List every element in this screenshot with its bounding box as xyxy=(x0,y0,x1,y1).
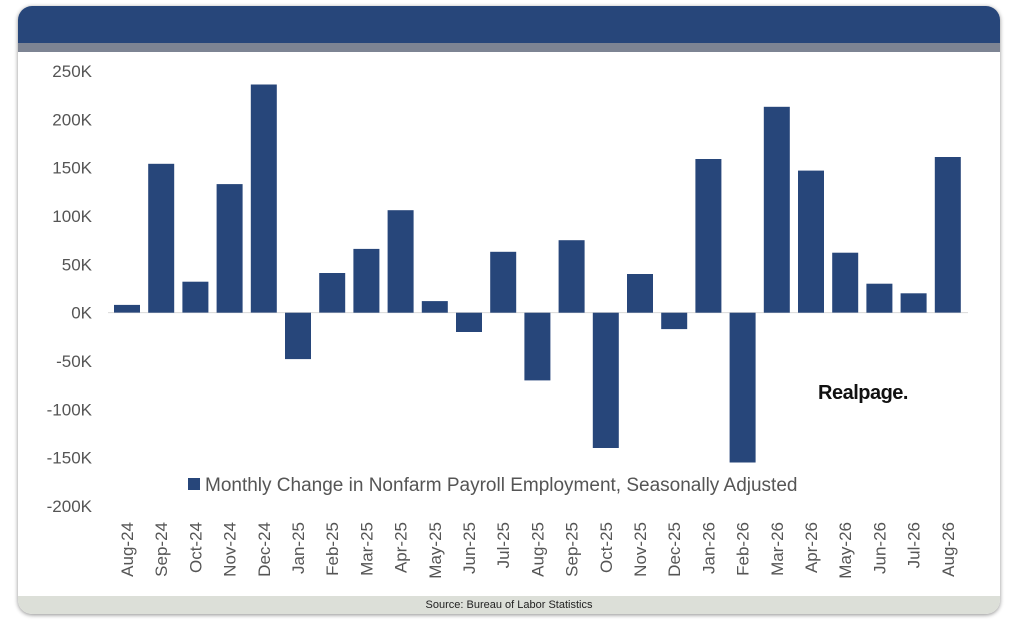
x-tick-label: May-25 xyxy=(426,522,445,579)
bar xyxy=(798,170,824,313)
bars xyxy=(114,84,961,463)
source-note: Source: Bureau of Labor Statistics xyxy=(425,599,593,611)
bar xyxy=(558,240,585,313)
x-tick-label: Oct-24 xyxy=(186,522,205,573)
y-tick-label: -100K xyxy=(47,400,93,419)
bar xyxy=(592,312,619,448)
bar xyxy=(456,312,482,332)
x-tick-label: Jun-26 xyxy=(870,522,889,574)
bar xyxy=(250,84,277,313)
bar xyxy=(216,184,243,313)
bar xyxy=(763,106,790,313)
bar xyxy=(695,159,722,313)
bar xyxy=(490,251,517,313)
x-axis-ticks: Aug-24 Sep-24 Oct-24 Nov-24 Dec-24 Jan-25 Feb-… xyxy=(118,522,958,579)
x-tick-label: Feb-26 xyxy=(734,522,753,576)
legend: Monthly Change in Nonfarm Payroll Employ… xyxy=(188,475,797,496)
header-band xyxy=(18,6,1000,43)
bar xyxy=(114,304,140,313)
bar xyxy=(832,252,859,313)
bar xyxy=(524,312,551,381)
y-axis-ticks: 250K 200K 150K 100K 50K 0K -50K -100K -150K -200K xyxy=(47,62,93,516)
y-tick-label: 200K xyxy=(52,110,92,129)
y-tick-label: 150K xyxy=(52,159,92,178)
bar xyxy=(319,273,346,313)
bar xyxy=(661,312,688,330)
x-tick-label: Mar-26 xyxy=(768,522,787,576)
bar xyxy=(421,301,448,313)
y-tick-label: 100K xyxy=(52,207,92,226)
x-tick-label: Apr-25 xyxy=(392,522,411,573)
legend-swatch xyxy=(188,478,200,490)
x-tick-label: Nov-24 xyxy=(221,522,240,577)
y-tick-label: 50K xyxy=(62,255,93,274)
x-tick-label: Aug-26 xyxy=(939,522,958,577)
bar xyxy=(285,312,311,360)
bar xyxy=(353,248,380,313)
x-tick-label: Oct-25 xyxy=(597,522,616,573)
bar xyxy=(934,157,961,313)
bar xyxy=(387,210,414,313)
x-tick-label: Feb-25 xyxy=(323,522,342,576)
footer-band: Source: Bureau of Labor Statistics xyxy=(18,596,1000,614)
x-tick-label: May-26 xyxy=(836,522,855,579)
x-tick-label: Dec-25 xyxy=(665,522,684,577)
x-tick-label: Jul-25 xyxy=(494,522,513,568)
header-stripe xyxy=(18,43,1000,52)
y-tick-label: 0K xyxy=(71,304,92,323)
x-tick-label: Aug-24 xyxy=(118,522,137,577)
bar xyxy=(148,163,175,313)
bar xyxy=(866,283,893,313)
chart-card: 250K 200K 150K 100K 50K 0K -50K -100K -150K -200K… xyxy=(18,6,1000,614)
x-tick-label: Jan-26 xyxy=(699,522,718,574)
x-tick-label: Sep-25 xyxy=(563,522,582,577)
y-tick-label: -150K xyxy=(47,449,93,468)
y-tick-label: -50K xyxy=(56,352,93,371)
x-tick-label: Sep-24 xyxy=(152,522,171,577)
realpage-logo: Realpage. xyxy=(818,382,908,404)
x-tick-label: Jan-25 xyxy=(289,522,308,574)
y-tick-label: -200K xyxy=(47,497,93,516)
x-tick-label: Jul-26 xyxy=(905,522,924,568)
x-tick-label: Mar-25 xyxy=(357,522,376,576)
bar xyxy=(729,312,756,463)
x-tick-label: Dec-24 xyxy=(255,522,274,577)
legend-label: Monthly Change in Nonfarm Payroll Employ… xyxy=(205,475,797,496)
x-tick-label: Aug-25 xyxy=(528,522,547,577)
bar xyxy=(182,281,209,313)
bar xyxy=(900,293,927,313)
y-tick-label: 250K xyxy=(52,62,92,81)
x-tick-label: Apr-26 xyxy=(802,522,821,573)
bar xyxy=(627,274,653,313)
x-tick-label: Nov-25 xyxy=(631,522,650,577)
x-tick-label: Jun-25 xyxy=(460,522,479,574)
chart-area: 250K 200K 150K 100K 50K 0K -50K -100K -150K -200K… xyxy=(47,62,968,579)
